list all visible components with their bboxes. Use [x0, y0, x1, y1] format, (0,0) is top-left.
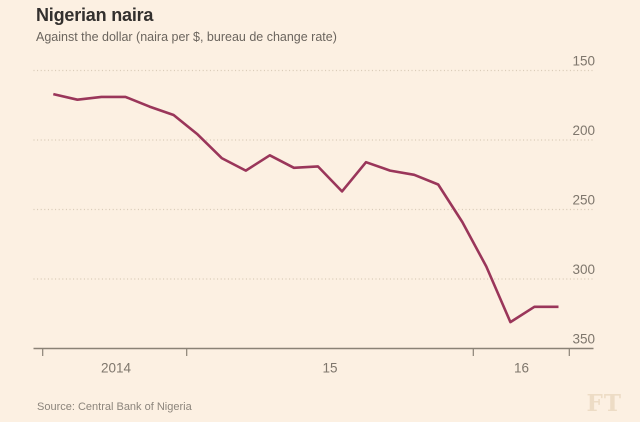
x-axis-label: 15	[322, 361, 337, 376]
y-axis-label: 150	[572, 54, 595, 69]
x-axis-label: 2014	[101, 361, 132, 376]
y-axis-label: 350	[572, 332, 595, 347]
y-axis-label: 250	[572, 193, 595, 208]
y-axis-label: 300	[572, 262, 595, 277]
y-axis-label: 200	[572, 123, 595, 138]
x-axis-label: 16	[514, 361, 529, 376]
source-note: Source: Central Bank of Nigeria	[37, 401, 192, 413]
chart-title: Nigerian naira	[36, 5, 154, 25]
naira-series-line	[53, 92, 559, 324]
chart-subtitle: Against the dollar (naira per $, bureau …	[36, 30, 337, 44]
ft-logo: FT	[586, 390, 622, 417]
